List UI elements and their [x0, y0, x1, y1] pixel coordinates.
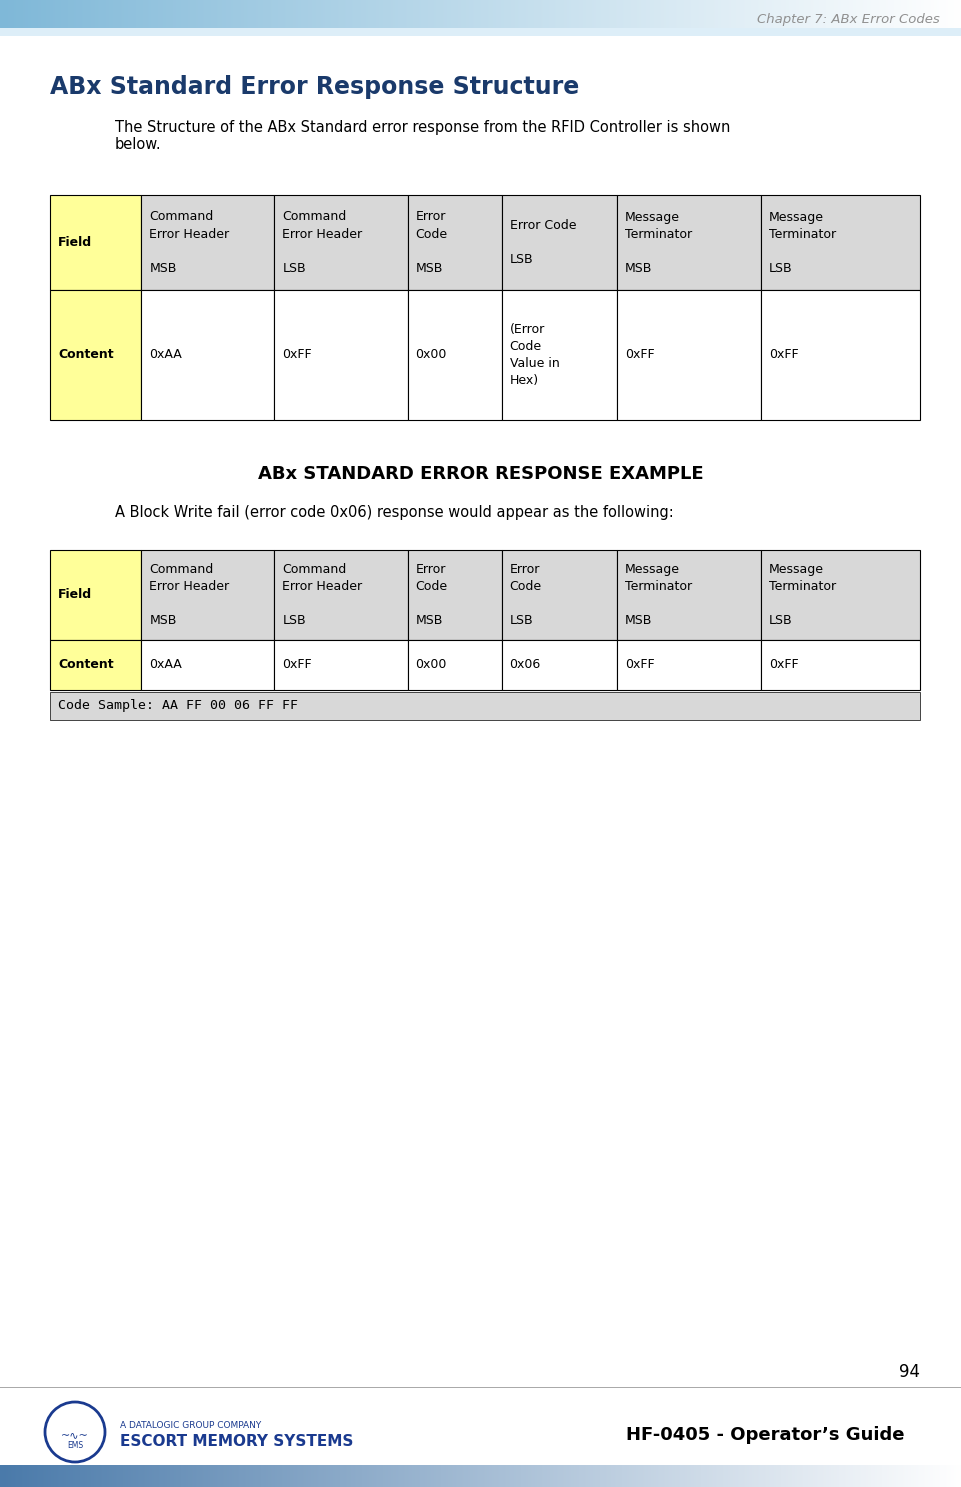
Text: EMS: EMS — [67, 1441, 83, 1450]
Bar — [407, 639, 502, 690]
Text: Code Sample: AA FF 00 06 FF FF: Code Sample: AA FF 00 06 FF FF — [58, 699, 298, 712]
Text: 0xFF: 0xFF — [283, 659, 312, 672]
Bar — [275, 195, 407, 290]
Text: 0xAA: 0xAA — [149, 348, 182, 361]
Bar — [761, 639, 920, 690]
Text: Chapter 7: ABx Error Codes: Chapter 7: ABx Error Codes — [757, 13, 940, 27]
Text: Field: Field — [58, 236, 92, 248]
Text: A DATALOGIC GROUP COMPANY: A DATALOGIC GROUP COMPANY — [120, 1420, 261, 1429]
Bar — [407, 195, 502, 290]
Text: ~∿~: ~∿~ — [62, 1430, 89, 1439]
Bar — [407, 290, 502, 419]
Bar — [617, 290, 761, 419]
Bar — [141, 550, 275, 639]
Text: ESCORT MEMORY SYSTEMS: ESCORT MEMORY SYSTEMS — [120, 1435, 354, 1450]
Bar — [617, 195, 761, 290]
Bar — [0, 0, 961, 28]
Text: Command
Error Header

MSB: Command Error Header MSB — [149, 564, 230, 628]
Bar — [141, 639, 275, 690]
Text: Content: Content — [58, 348, 113, 361]
Text: 0x00: 0x00 — [415, 348, 447, 361]
Text: 0xFF: 0xFF — [626, 659, 654, 672]
Bar — [275, 639, 407, 690]
Bar — [0, 28, 961, 36]
Text: Error
Code

MSB: Error Code MSB — [415, 564, 448, 628]
Bar — [617, 639, 761, 690]
Text: Message
Terminator

LSB: Message Terminator LSB — [769, 211, 836, 275]
Text: A Block Write fail (error code 0x06) response would appear as the following:: A Block Write fail (error code 0x06) res… — [115, 506, 674, 520]
Bar — [761, 290, 920, 419]
Bar — [141, 290, 275, 419]
Text: ABx STANDARD ERROR RESPONSE EXAMPLE: ABx STANDARD ERROR RESPONSE EXAMPLE — [258, 465, 703, 483]
Text: (Error
Code
Value in
Hex): (Error Code Value in Hex) — [509, 323, 559, 387]
Bar — [275, 550, 407, 639]
Text: HF-0405 - Operator’s Guide: HF-0405 - Operator’s Guide — [627, 1426, 905, 1444]
Bar — [502, 550, 617, 639]
Bar — [141, 195, 275, 290]
Bar — [761, 195, 920, 290]
Text: 0xFF: 0xFF — [626, 348, 654, 361]
Text: Command
Error Header

LSB: Command Error Header LSB — [283, 211, 362, 275]
Text: 0x06: 0x06 — [509, 659, 541, 672]
Bar — [50, 195, 141, 290]
Text: Command
Error Header

LSB: Command Error Header LSB — [283, 564, 362, 628]
Text: 0xFF: 0xFF — [769, 659, 799, 672]
Text: Content: Content — [58, 659, 113, 672]
Bar — [617, 550, 761, 639]
Bar — [407, 550, 502, 639]
Bar — [502, 639, 617, 690]
Bar — [50, 290, 141, 419]
Text: Error
Code

LSB: Error Code LSB — [509, 564, 542, 628]
Bar — [275, 290, 407, 419]
Text: 0xFF: 0xFF — [769, 348, 799, 361]
Text: ABx Standard Error Response Structure: ABx Standard Error Response Structure — [50, 74, 579, 100]
Text: Message
Terminator

MSB: Message Terminator MSB — [626, 564, 692, 628]
Bar — [502, 195, 617, 290]
Text: 0x00: 0x00 — [415, 659, 447, 672]
Bar — [50, 691, 920, 720]
Text: Command
Error Header

MSB: Command Error Header MSB — [149, 211, 230, 275]
Text: The Structure of the ABx Standard error response from the RFID Controller is sho: The Structure of the ABx Standard error … — [115, 120, 730, 152]
Text: Error Code

LSB: Error Code LSB — [509, 219, 576, 266]
Text: Message
Terminator

LSB: Message Terminator LSB — [769, 564, 836, 628]
Text: Message
Terminator

MSB: Message Terminator MSB — [626, 211, 692, 275]
Text: 0xFF: 0xFF — [283, 348, 312, 361]
Bar — [502, 290, 617, 419]
Bar — [50, 639, 141, 690]
Text: 94: 94 — [899, 1364, 920, 1381]
Bar — [50, 550, 141, 639]
Text: Field: Field — [58, 589, 92, 602]
Text: 0xAA: 0xAA — [149, 659, 182, 672]
Text: Error
Code

MSB: Error Code MSB — [415, 211, 448, 275]
Bar — [761, 550, 920, 639]
